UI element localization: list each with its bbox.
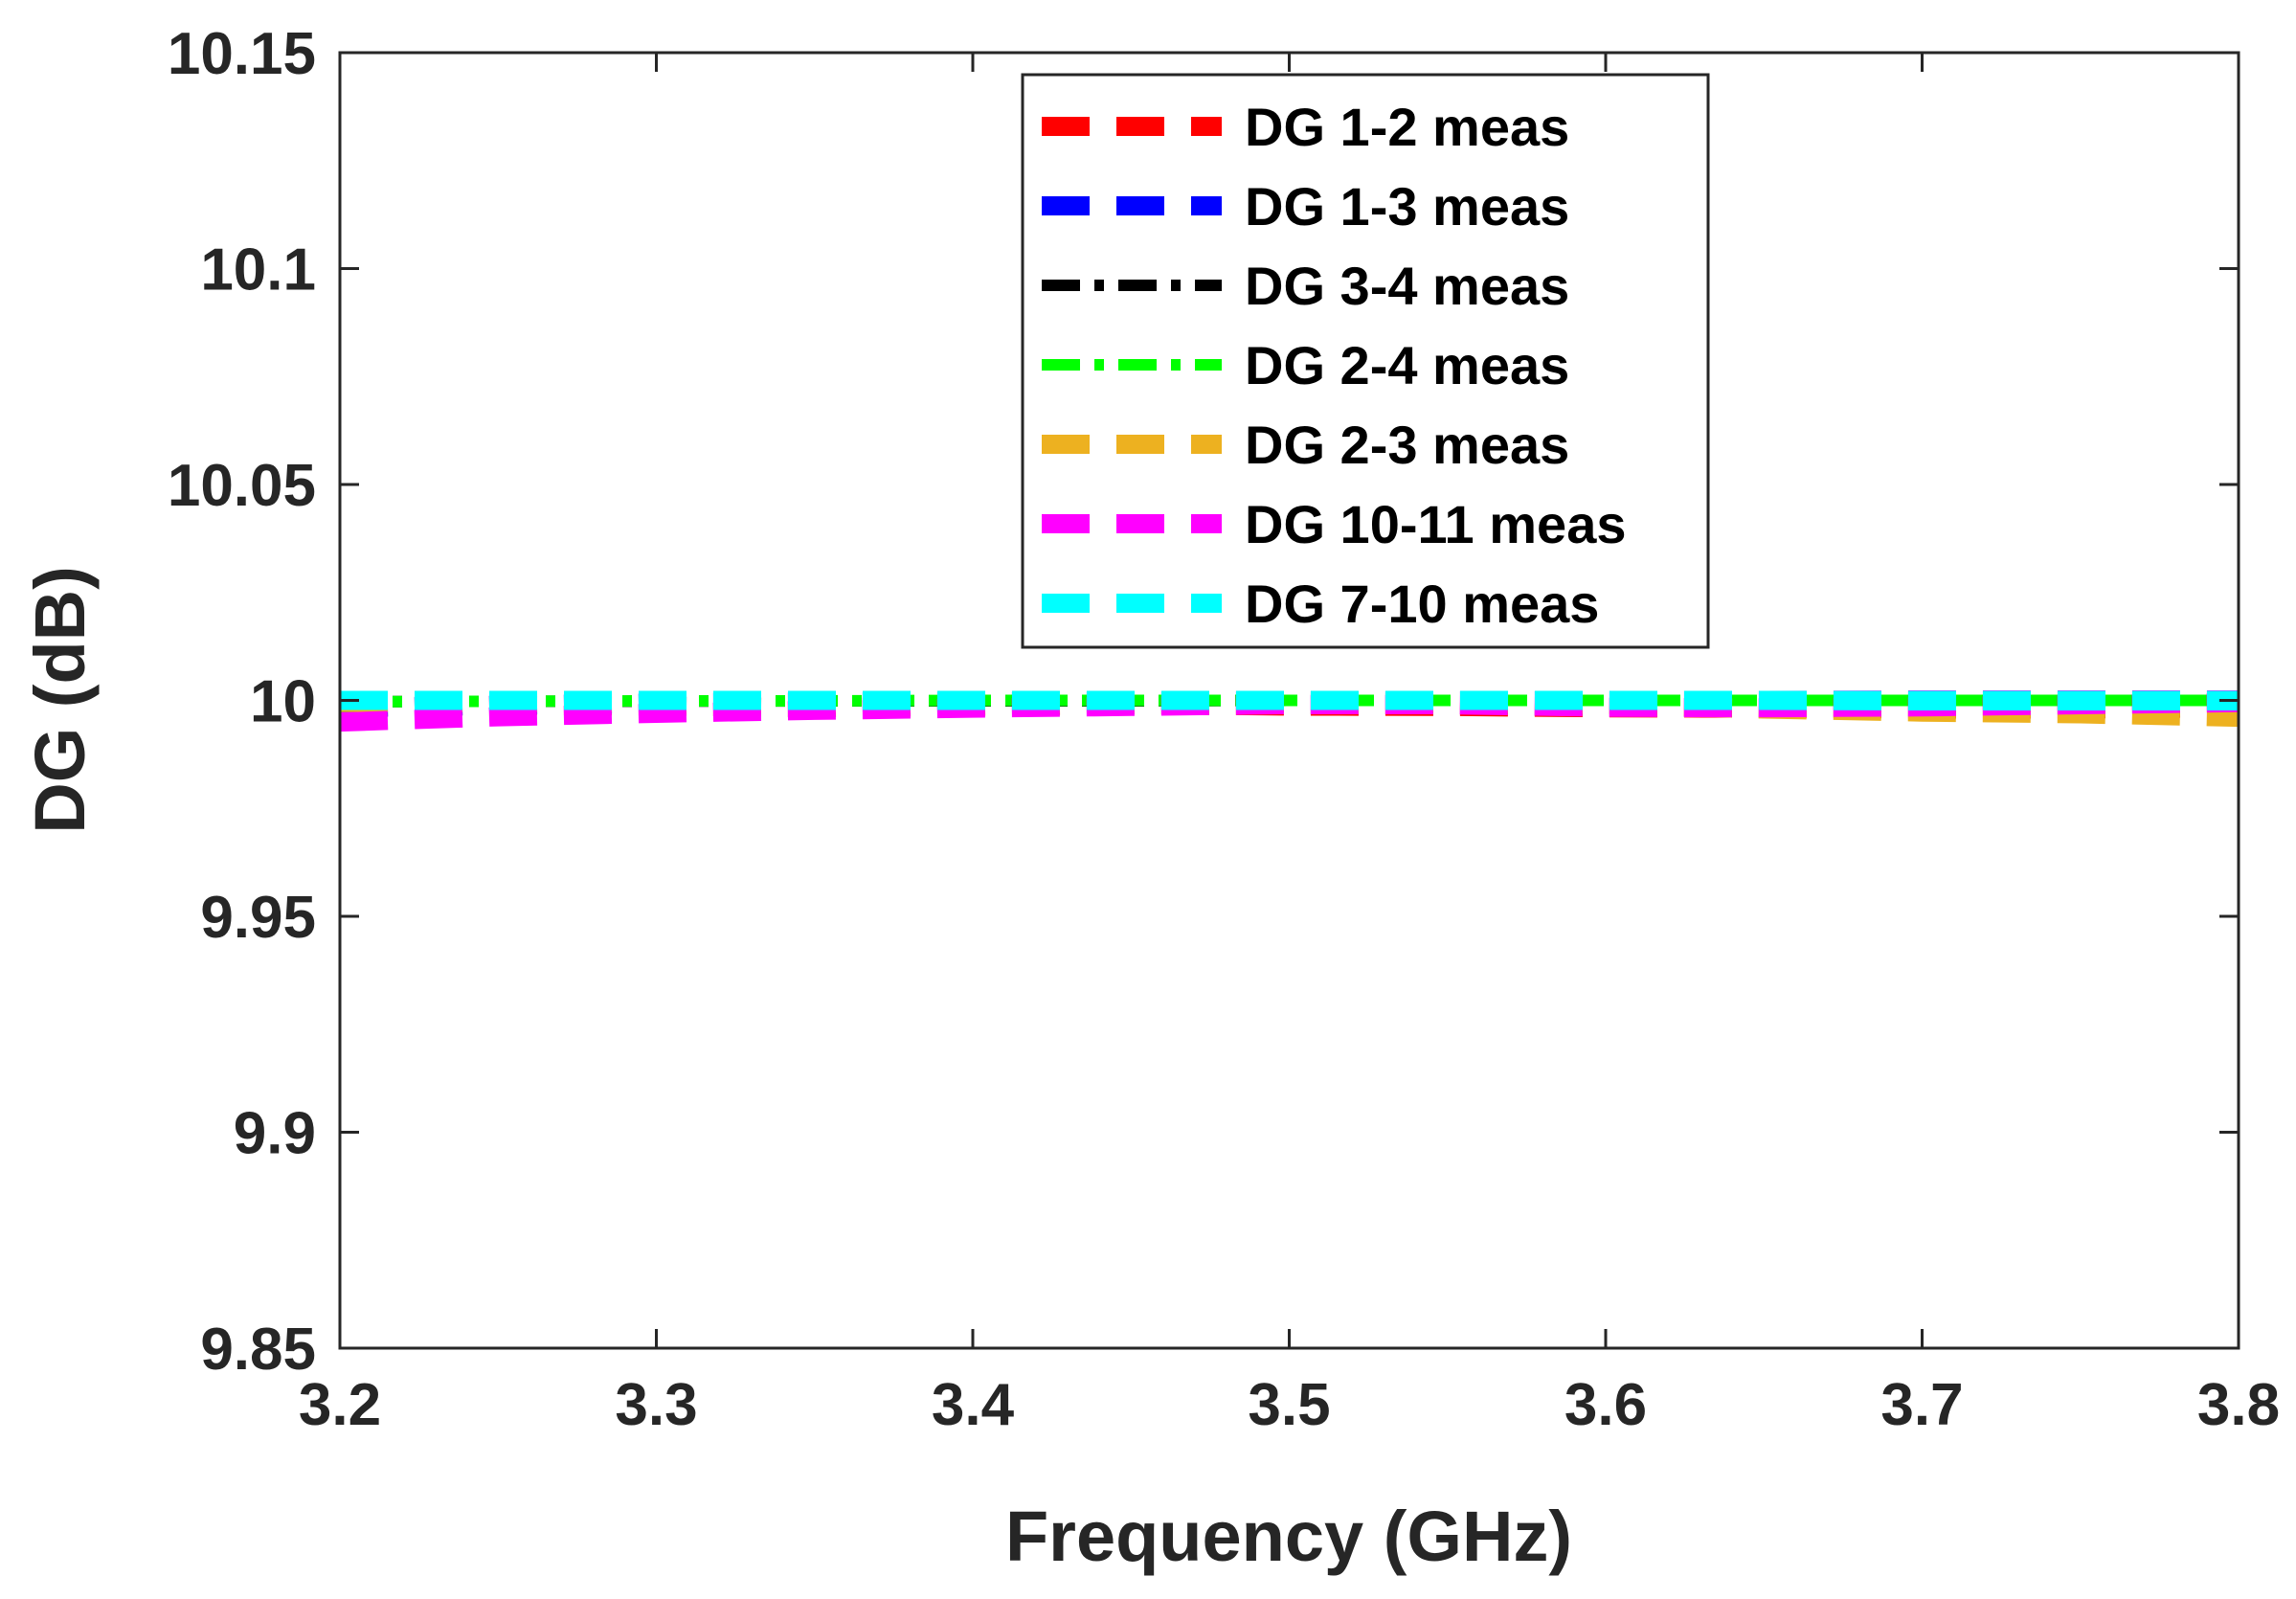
y-axis-tick-labels: 9.85 9.9 9.95 10 10.05 10.1 10.15	[168, 21, 316, 1383]
y-tick-label: 10.1	[200, 237, 316, 304]
x-tick-label: 3.5	[1248, 1372, 1330, 1438]
legend: DG 1-2 meas DG 1-3 meas DG 3-4 meas DG 2-4 …	[1021, 73, 1710, 649]
legend-label-3: DG 3-4 meas	[1245, 256, 1569, 316]
x-axis-tick-labels: 3.2 3.3 3.4 3.5 3.6 3.7 3.8	[299, 1372, 2280, 1438]
y-axis-title: DG (dB)	[20, 566, 100, 834]
x-tick-label: 3.4	[932, 1372, 1015, 1438]
x-tick-label: 3.8	[2197, 1372, 2280, 1438]
y-tick-label: 9.85	[200, 1317, 316, 1383]
legend-label-2: DG 1-3 meas	[1245, 176, 1569, 236]
x-tick-label: 3.2	[299, 1372, 381, 1438]
x-axis-title: Frequency (GHz)	[1005, 1497, 1572, 1576]
legend-label-4: DG 2-4 meas	[1245, 335, 1569, 395]
series-layer	[340, 690, 2239, 732]
y-tick-label: 10.05	[168, 453, 316, 519]
y-tick-label: 10.15	[168, 21, 316, 87]
y-tick-label: 9.95	[200, 885, 316, 951]
x-tick-label: 3.3	[615, 1372, 697, 1438]
legend-label-5: DG 2-3 meas	[1245, 415, 1569, 475]
legend-label-7: DG 7-10 meas	[1245, 574, 1599, 634]
axis-ticks	[338, 51, 2240, 1350]
series-line-7	[340, 690, 2239, 710]
x-tick-label: 3.7	[1880, 1372, 1963, 1438]
x-tick-label: 3.6	[1564, 1372, 1647, 1438]
legend-label-1: DG 1-2 meas	[1245, 97, 1569, 157]
legend-label-6: DG 10-11 meas	[1245, 494, 1626, 554]
y-tick-label: 10	[250, 669, 316, 735]
y-tick-label: 9.9	[234, 1101, 316, 1167]
